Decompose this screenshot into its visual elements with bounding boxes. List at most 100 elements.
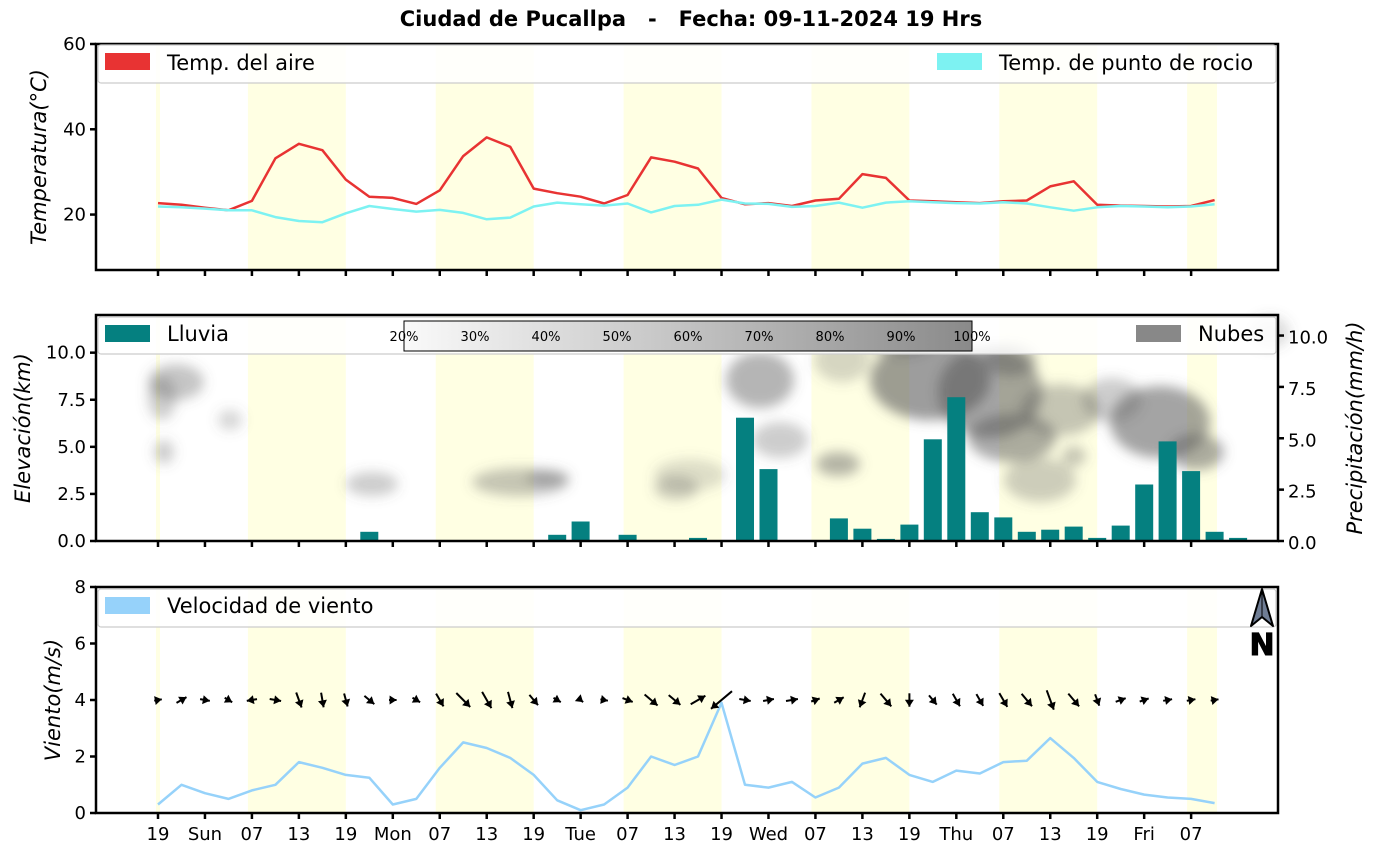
rain-bar [548,534,567,541]
cloud-patch [1020,384,1100,436]
rain-bar [736,417,754,541]
wind-arrow-icon [810,696,821,706]
wind-arrow-icon [528,694,539,706]
wind-arrow-icon [363,695,375,705]
cloud-patch [346,472,398,496]
y2-tick-label: 10.0 [1288,328,1328,349]
rain-bar [1229,537,1248,541]
x-tick-label: 13 [287,824,310,845]
y2-tick-label: 5.0 [1288,430,1317,451]
x-tick-label: 19 [334,824,357,845]
wind-arrow-icon [223,694,233,704]
wind-arrow-icon [710,690,733,710]
wind-arrow-icon [904,693,914,707]
dew-point-line [157,198,1215,224]
x-tick-label: 07 [992,824,1015,845]
wind-speed-line [157,701,1215,812]
x-tick-label: 13 [1039,824,1062,845]
wind-arrow-icon [975,693,985,707]
y-tick-label: 0.0 [57,531,86,552]
legend-swatch [105,325,150,342]
colorbar-label: 60% [674,330,703,345]
y-tick-label: 10.0 [46,343,86,364]
wind-arrow-icon [739,695,751,705]
x-tick-label: 13 [475,824,498,845]
temperature-axis-label: Temperatura(°C) [27,69,51,245]
legend-swatch [1136,325,1181,342]
cloud-patch [1168,434,1224,470]
colorbar-label: 20% [390,330,419,345]
x-tick-label: 19 [710,824,733,845]
chart-title: Ciudad de Pucallpa - Fecha: 09-11-2024 1… [399,7,983,31]
rain-bar [1205,531,1224,541]
rain-bar [853,528,872,541]
rain-bar [689,537,707,541]
wind-arrow-icon [1186,696,1196,705]
y-tick-label: 7.5 [57,390,86,411]
legend-swatch [105,597,150,614]
y2-tick-label: 7.5 [1288,379,1317,400]
x-tick-label: Sun [188,824,222,845]
rain-bar [923,439,942,541]
y-tick-label: 5.0 [57,437,86,458]
y-tick-label: 4 [75,690,86,711]
rain-bar [1064,526,1083,541]
cloud-colorbar [403,320,973,352]
rain-bar [1111,525,1130,541]
cloud-patch [654,459,726,491]
x-tick-label: 07 [240,824,263,845]
legend-label: Lluvia [167,322,229,346]
wind-arrow-icon [879,692,893,708]
north-arrow-icon: N [1249,588,1275,664]
y-tick-label: 2 [75,747,86,768]
wind-arrow-icon [1163,696,1173,705]
rain-bar [1135,484,1154,541]
rain-bar [1017,531,1036,541]
x-tick-label: 07 [804,824,827,845]
wind-arrow-icon [175,696,188,705]
x-tick-label: 13 [663,824,686,845]
cloud-patch [526,470,570,486]
y2-tick-label: 2.5 [1288,482,1317,503]
wind-arrow-icon [1210,696,1219,705]
wind-arrow-icon [762,695,775,705]
x-tick-label: Fri [1133,824,1154,845]
wind-arrow-icon [455,692,471,708]
colorbar-label: 70% [745,330,774,345]
compass-label: N [1249,628,1274,663]
x-tick-label: Wed [749,824,788,845]
rain-bar [829,518,848,541]
wind-arrow-icon [785,695,799,705]
wind-arrow-icon [154,696,162,705]
cloud-patch [1082,378,1142,422]
wind-arrow-icon [622,695,634,704]
wind-axis-label: Viento(m/s) [41,639,65,761]
wind-arrow-icon [389,695,397,705]
colorbar-label: 100% [953,330,990,345]
cloud-patch [816,452,860,476]
rain-bar [947,397,966,541]
rain-bar [994,517,1013,541]
wind-arrow-icon [857,692,867,708]
x-tick-label: 07 [428,824,451,845]
wind-arrow-icon [435,693,445,707]
x-tick-label: 19 [522,824,545,845]
plot-frame [94,42,1280,272]
colorbar-label: 30% [461,330,490,345]
wind-arrow-icon [411,694,421,704]
rain-bar [571,521,590,541]
x-tick-label: Thu [938,824,973,845]
wind-arrow-icon [643,693,659,707]
wind-arrow-icon [481,691,493,709]
wind-arrow-icon [199,695,210,705]
x-tick-label: 19 [147,824,170,845]
wind-arrow-icon [295,692,304,708]
rain-bar [1158,441,1177,541]
wind-arrow-icon [341,693,351,707]
colorbar-label: 40% [532,330,561,345]
wind-arrow-icon [1045,689,1056,711]
cloud-patch [1062,446,1086,466]
colorbar-label: 90% [887,330,916,345]
cloud-patch [1004,458,1076,502]
